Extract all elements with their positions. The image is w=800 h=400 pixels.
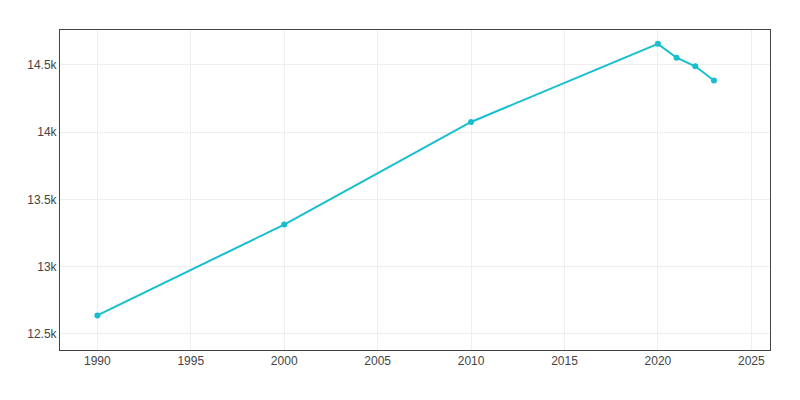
svg-text:14.5k: 14.5k xyxy=(27,58,57,72)
svg-text:2000: 2000 xyxy=(271,354,298,368)
svg-text:14k: 14k xyxy=(37,125,57,139)
svg-text:13k: 13k xyxy=(37,260,57,274)
svg-text:1990: 1990 xyxy=(84,354,111,368)
svg-text:12.5k: 12.5k xyxy=(27,327,57,341)
svg-text:2020: 2020 xyxy=(645,354,672,368)
svg-text:13.5k: 13.5k xyxy=(27,193,57,207)
svg-text:1995: 1995 xyxy=(177,354,204,368)
svg-text:2010: 2010 xyxy=(458,354,485,368)
svg-text:2025: 2025 xyxy=(738,354,765,368)
svg-text:2005: 2005 xyxy=(364,354,391,368)
svg-text:2015: 2015 xyxy=(551,354,578,368)
